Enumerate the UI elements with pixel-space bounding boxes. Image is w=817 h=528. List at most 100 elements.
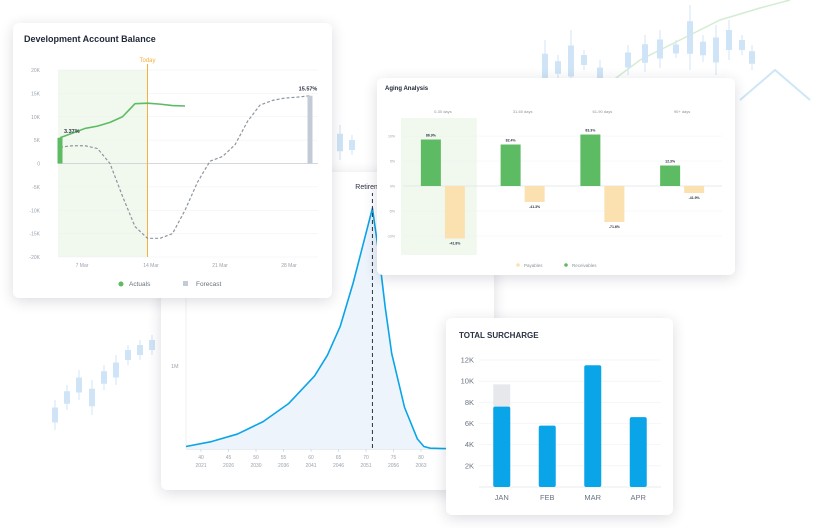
data-label: -71.6%	[609, 225, 621, 229]
decor-candle-body	[625, 52, 631, 68]
decor-candle-body	[113, 362, 119, 378]
category-label: MAR	[584, 493, 601, 502]
y-tick-label: -5%	[389, 210, 395, 214]
x-tick-label: 40	[198, 455, 204, 461]
area-line	[185, 207, 456, 450]
legend-marker-actuals	[118, 281, 124, 287]
category-label: 61-90 days	[592, 109, 612, 114]
bar-payables	[684, 186, 705, 193]
x-tick-label: 2021	[195, 463, 206, 469]
data-label: 83.3%	[585, 129, 596, 133]
today-label: Today	[139, 58, 155, 64]
x-tick-label: 60	[308, 455, 314, 461]
bar-payables	[604, 186, 625, 222]
decor-candle-body	[657, 39, 663, 59]
y-tick-label: -10%	[387, 235, 395, 239]
decor-candle-body	[349, 140, 355, 150]
category-label: APR	[631, 493, 647, 502]
card-title: Development Account Balance	[24, 34, 156, 44]
bar	[584, 365, 602, 487]
data-label: 12.3%	[665, 160, 676, 164]
y-tick-label: -15K	[29, 232, 40, 238]
decor-candle-body	[64, 391, 70, 404]
legend-label: Receivables	[572, 263, 597, 268]
development-account-balance-card: Development Account Balance 20K 15K 10K 5K 0…	[13, 23, 332, 298]
data-label: 82.4%	[506, 139, 517, 143]
decor-candle-body	[149, 340, 155, 350]
x-tick-label: 65	[336, 455, 342, 461]
x-tick-label: 45	[226, 455, 232, 461]
bar-receivables	[420, 139, 441, 186]
decor-candle-body	[101, 371, 107, 384]
decor-line	[599, 0, 791, 91]
y-tick-label: 5%	[390, 160, 395, 164]
y-tick-label: 5K	[34, 138, 41, 144]
y-tick-label: 0%	[390, 185, 395, 189]
bar	[493, 406, 511, 487]
category-label: 0-30 days	[434, 109, 452, 114]
highlight-column	[401, 118, 477, 255]
y-tick-label: -20K	[29, 255, 40, 261]
y-tick-label: 2K	[465, 461, 474, 470]
decor-candle-body	[673, 44, 679, 54]
x-tick-label: 14 Mar	[143, 263, 159, 269]
x-tick-label: 2036	[278, 463, 289, 469]
y-tick-label: 10K	[461, 377, 474, 386]
category-label: 31-60 days	[513, 109, 533, 114]
data-label: 86.9%	[426, 134, 437, 138]
development-account-balance-chart: 20K 15K 10K 5K 0 -5K -10K -15K -20K 7 Mar 14 Mar 21…	[29, 58, 318, 288]
decor-candle-body	[76, 377, 82, 393]
data-label: -41.8%	[449, 242, 461, 246]
x-tick-label: 55	[281, 455, 287, 461]
decor-candle-body	[337, 133, 343, 152]
bar-actuals	[57, 137, 63, 164]
legend-label: Payables	[524, 263, 543, 268]
x-tick-label: 2026	[223, 463, 234, 469]
bar-receivables	[660, 165, 681, 186]
y-tick-label: 20K	[31, 68, 41, 74]
decor-candle-body	[52, 407, 58, 423]
aging-analysis-card: Aging Analysis 10% 5% 0% -5% -10% 0-30 days 86…	[377, 78, 735, 275]
x-tick-label: 70	[363, 455, 369, 461]
legend-label: Actuals	[129, 281, 151, 288]
legend-marker-receivables	[564, 263, 568, 267]
data-label: -41.9%	[689, 196, 701, 200]
category-label: FEB	[540, 493, 555, 502]
decor-candle-body	[555, 61, 561, 74]
annotation-label: 3.37%	[64, 129, 80, 135]
bar	[538, 425, 556, 487]
bar-payables	[444, 186, 465, 239]
category-label: 90+ days	[674, 109, 690, 114]
x-tick-label: 21 Mar	[212, 263, 228, 269]
y-tick-label: 1M	[171, 364, 179, 370]
decor-candle-body	[700, 41, 706, 56]
x-tick-label: 50	[253, 455, 259, 461]
bar-payables	[524, 186, 545, 202]
y-tick-label: -5K	[32, 185, 40, 191]
x-tick-label: 80	[418, 455, 424, 461]
x-tick-label: 28 Mar	[281, 263, 297, 269]
bar-forecast	[307, 95, 313, 164]
decor-candle-body	[542, 53, 548, 82]
x-tick-label: 2056	[388, 463, 399, 469]
y-tick-label: 4K	[465, 440, 474, 449]
decor-candle-body	[739, 40, 745, 50]
decor-candle-body	[137, 345, 143, 355]
decor-line	[739, 68, 811, 101]
y-tick-label: 10K	[31, 115, 41, 121]
y-tick-label: 8K	[465, 398, 474, 407]
y-tick-label: 0	[37, 162, 40, 168]
legend-label: Forecast	[196, 281, 221, 288]
total-surcharge-chart: 12K 10K 8K 6K 4K 2K JAN FEB MAR APR	[461, 356, 661, 502]
bar	[629, 417, 647, 487]
y-tick-label: 15K	[31, 91, 41, 97]
annotation-label: 15.57%	[299, 87, 318, 93]
series-line-actuals	[59, 102, 186, 139]
decor-candle-body	[687, 21, 693, 54]
decor-candle-body	[568, 45, 574, 77]
y-tick-label: 6K	[465, 419, 474, 428]
y-tick-label: 10%	[388, 135, 395, 139]
x-tick-label: 7 Mar	[76, 263, 89, 269]
x-tick-label: 75	[391, 455, 397, 461]
